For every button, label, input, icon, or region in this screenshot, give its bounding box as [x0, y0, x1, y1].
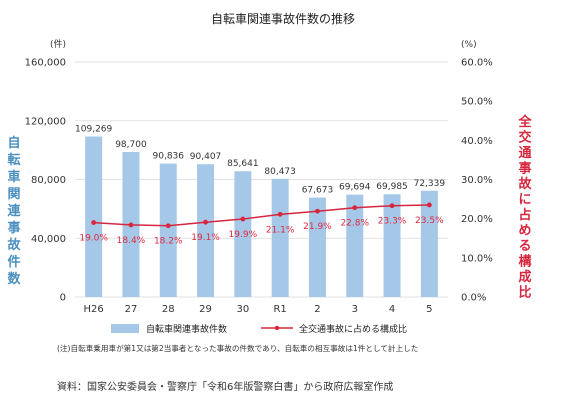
legend-bar-swatch: [111, 324, 139, 333]
bar-series: [85, 136, 438, 297]
line-point: [277, 211, 283, 217]
legend-line-marker: [274, 325, 280, 331]
bar: [308, 197, 326, 297]
line-series: [91, 202, 432, 229]
line-value-label: 18.4%: [117, 236, 146, 246]
left-axis-unit: (件): [50, 38, 66, 50]
bar: [383, 194, 401, 297]
left-axis-title: 自転車関連事故件数: [7, 135, 21, 287]
bar-value-label: 90,407: [190, 152, 222, 162]
bar: [197, 164, 215, 297]
line-value-label: 22.8%: [340, 219, 369, 229]
bar: [159, 163, 177, 297]
bar: [85, 136, 103, 297]
bar-value-label: 80,473: [264, 167, 296, 177]
axis-title-text: 全交通事故に占める構成比: [517, 114, 532, 301]
bar: [271, 178, 289, 297]
legend-line-label: 全交通事故に占める構成比: [299, 323, 407, 335]
x-tick-label: 28: [162, 304, 175, 315]
left-tick-label: 120,000: [25, 116, 66, 127]
right-tick-label: 10.0%: [461, 253, 493, 264]
chart-title: 自転車関連事故件数の推移: [211, 11, 355, 26]
left-tick-label: 40,000: [31, 234, 66, 245]
line-path: [93, 204, 430, 227]
line-value-labels: 19.0% 18.4% 18.2% 19.1% 19.9% 21.1% 21.9% 22.8%…: [79, 216, 444, 247]
chart-note: (注)自転車乗用車が第1又は第2当事者となった事故の件数であり、自転車の相互事故…: [57, 343, 418, 353]
right-tick-label: 40.0%: [461, 136, 493, 147]
line-value-label: 21.1%: [266, 225, 295, 235]
line-value-label: 21.9%: [303, 222, 332, 232]
bar-value-label: 98,700: [115, 140, 147, 150]
chart-source: 資料：国家公安委員会・警察庁「令和6年版警察白書」から政府広報室作成: [57, 380, 393, 393]
line-point: [128, 222, 134, 228]
bar-value-label: 67,673: [302, 186, 334, 196]
right-tick-label: 50.0%: [461, 97, 493, 108]
left-tick-label: 0: [60, 293, 66, 304]
line-point: [240, 216, 246, 222]
line-value-label: 19.0%: [79, 234, 108, 244]
legend-bar-label: 自転車関連事故件数: [146, 323, 227, 335]
right-axis-title: 全交通事故に占める構成比: [517, 114, 532, 301]
x-tick-label: H26: [84, 304, 104, 315]
line-point: [203, 219, 208, 225]
x-tick-label: 5: [426, 304, 432, 315]
right-axis-unit: (%): [461, 40, 477, 50]
x-tick-label: R1: [273, 304, 286, 315]
bar: [346, 194, 364, 297]
line-point: [352, 205, 358, 211]
axis-title-text: 自転車関連事故件数: [7, 135, 21, 287]
bar: [234, 171, 252, 297]
right-axis-ticks: 0.0% 10.0% 20.0% 30.0% 40.0% 50.0% 60.0%: [461, 58, 493, 304]
bar-value-label: 69,985: [376, 182, 408, 192]
right-tick-label: 20.0%: [461, 214, 493, 225]
line-point: [426, 202, 432, 208]
line-point: [165, 223, 171, 229]
left-tick-label: 160,000: [25, 58, 66, 69]
bar-value-label: 85,641: [227, 159, 259, 169]
bar-value-label: 72,339: [414, 179, 446, 189]
bar-value-label: 90,836: [153, 152, 185, 162]
left-tick-label: 80,000: [31, 175, 66, 186]
x-tick-label: 30: [236, 304, 249, 315]
line-point: [315, 208, 320, 214]
x-tick-label: 2: [314, 304, 320, 315]
right-tick-label: 30.0%: [461, 175, 493, 186]
line-point: [91, 220, 97, 225]
x-tick-label: 3: [352, 304, 358, 315]
x-tick-label: 4: [389, 304, 395, 315]
bar-value-label: 69,694: [339, 183, 371, 193]
line-value-label: 19.9%: [229, 230, 258, 240]
line-value-label: 18.2%: [154, 237, 183, 247]
line-value-label: 19.1%: [191, 233, 220, 243]
x-tick-label: 27: [125, 304, 138, 315]
line-value-label: 23.5%: [415, 216, 444, 226]
right-tick-label: 0.0%: [461, 293, 486, 304]
line-value-label: 23.3%: [378, 217, 407, 227]
right-tick-label: 60.0%: [461, 58, 493, 69]
x-axis-ticks: H26 27 28 29 30 R1 2 3 4 5: [84, 304, 433, 315]
x-tick-label: 29: [199, 304, 212, 315]
bar-value-label: 109,269: [75, 125, 112, 135]
legend: 自転車関連事故件数 全交通事故に占める構成比: [111, 323, 407, 335]
left-axis-ticks: 0 40,000 80,000 120,000 160,000: [25, 58, 66, 304]
bar: [420, 190, 438, 297]
line-point: [389, 203, 395, 209]
